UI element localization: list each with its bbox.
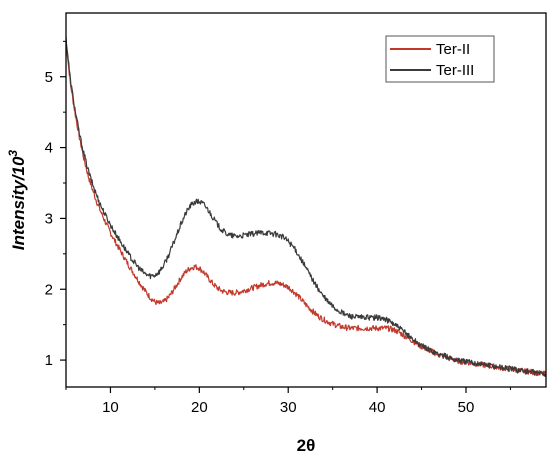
legend-box bbox=[385, 35, 495, 83]
plot-lines bbox=[65, 36, 547, 377]
x-tick-label: 20 bbox=[191, 399, 208, 416]
y-axis-title-exponent: 3 bbox=[6, 150, 20, 157]
legend-label-ter-ii: Ter-II bbox=[436, 41, 470, 58]
x-axis-title: 2θ bbox=[297, 436, 316, 455]
y-tick-label: 2 bbox=[45, 281, 53, 298]
legend-label-ter-iii: Ter-III bbox=[436, 62, 474, 79]
y-tick-label: 5 bbox=[45, 69, 53, 86]
y-axis-title: Intensity/103 bbox=[6, 150, 28, 251]
x-tick-label: 50 bbox=[458, 399, 475, 416]
x-tick-label: 10 bbox=[102, 399, 119, 416]
y-axis-ticks: 1 2 3 4 5 bbox=[45, 40, 66, 369]
series-line-ter-ii bbox=[65, 41, 547, 377]
x-axis-ticks: 10 20 30 40 50 bbox=[65, 387, 511, 416]
x-tick-label: 30 bbox=[280, 399, 297, 416]
y-tick-label: 3 bbox=[45, 210, 53, 227]
x-tick-label: 40 bbox=[369, 399, 386, 416]
y-tick-label: 4 bbox=[45, 140, 53, 157]
series-line-ter-iii bbox=[65, 36, 547, 377]
plot-frame bbox=[65, 12, 547, 388]
legend: Ter-II Ter-III bbox=[385, 35, 495, 83]
y-axis-title-main: Intensity/10 bbox=[9, 156, 28, 250]
y-tick-label: 1 bbox=[45, 352, 53, 369]
